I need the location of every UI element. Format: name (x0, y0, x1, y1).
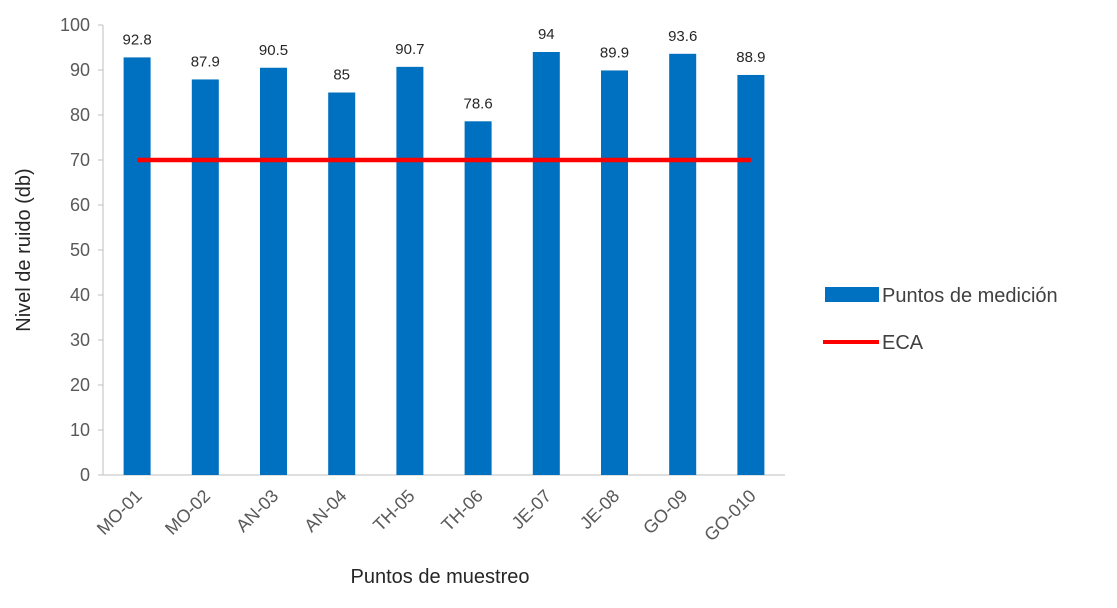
data-label: 92.8 (122, 31, 151, 48)
y-tick-label: 100 (60, 15, 90, 35)
bar (191, 79, 219, 475)
bar (669, 53, 697, 476)
bar (464, 121, 492, 476)
bar (123, 57, 151, 476)
y-tick-label: 30 (70, 330, 90, 350)
legend-label-line: ECA (882, 332, 924, 354)
x-category-label: TH-05 (369, 486, 419, 536)
x-category-label: AN-04 (300, 486, 350, 536)
legend-swatch-bars (825, 287, 879, 302)
y-tick-label: 50 (70, 240, 90, 260)
data-label: 87.9 (191, 53, 220, 70)
y-tick-label: 80 (70, 105, 90, 125)
y-tick-label: 10 (70, 420, 90, 440)
bar (396, 66, 424, 475)
legend: Puntos de medición ECA (823, 285, 1058, 354)
data-label: 94 (538, 26, 555, 43)
y-tick-label: 0 (80, 465, 90, 485)
x-category-label: AN-03 (232, 486, 282, 536)
y-tick-label: 90 (70, 60, 90, 80)
axes-layer: 0 10 20 30 40 50 60 70 80 90 100 (60, 15, 785, 485)
y-tick-label: 70 (70, 150, 90, 170)
x-axis-title: Puntos de muestreo (351, 566, 530, 588)
data-label: 78.6 (463, 95, 492, 112)
data-label: 93.6 (668, 28, 697, 45)
x-category-label: GO-010 (700, 486, 759, 545)
x-category-label: JE-08 (576, 486, 623, 533)
x-category-label: MO-02 (161, 486, 214, 539)
y-axis-title: Nivel de ruido (db) (13, 168, 35, 331)
data-label: 90.7 (395, 41, 424, 58)
x-category-label: GO-09 (639, 486, 691, 538)
bar (532, 52, 560, 475)
data-label: 88.9 (736, 49, 765, 66)
data-label: 90.5 (259, 42, 288, 59)
data-label: 85 (333, 67, 350, 84)
bar (260, 67, 287, 475)
legend-label-bars: Puntos de medición (882, 285, 1058, 307)
data-label: 89.9 (600, 44, 629, 61)
bar (601, 70, 628, 475)
x-category-label: JE-07 (508, 486, 555, 533)
x-category-label: MO-01 (93, 486, 146, 539)
bars-layer (123, 52, 765, 476)
y-tick-label: 20 (70, 375, 90, 395)
x-category-label: TH-06 (437, 486, 487, 536)
y-tick-label: 60 (70, 195, 90, 215)
bar (328, 92, 356, 475)
bar (737, 74, 765, 475)
y-tick-label: 40 (70, 285, 90, 305)
